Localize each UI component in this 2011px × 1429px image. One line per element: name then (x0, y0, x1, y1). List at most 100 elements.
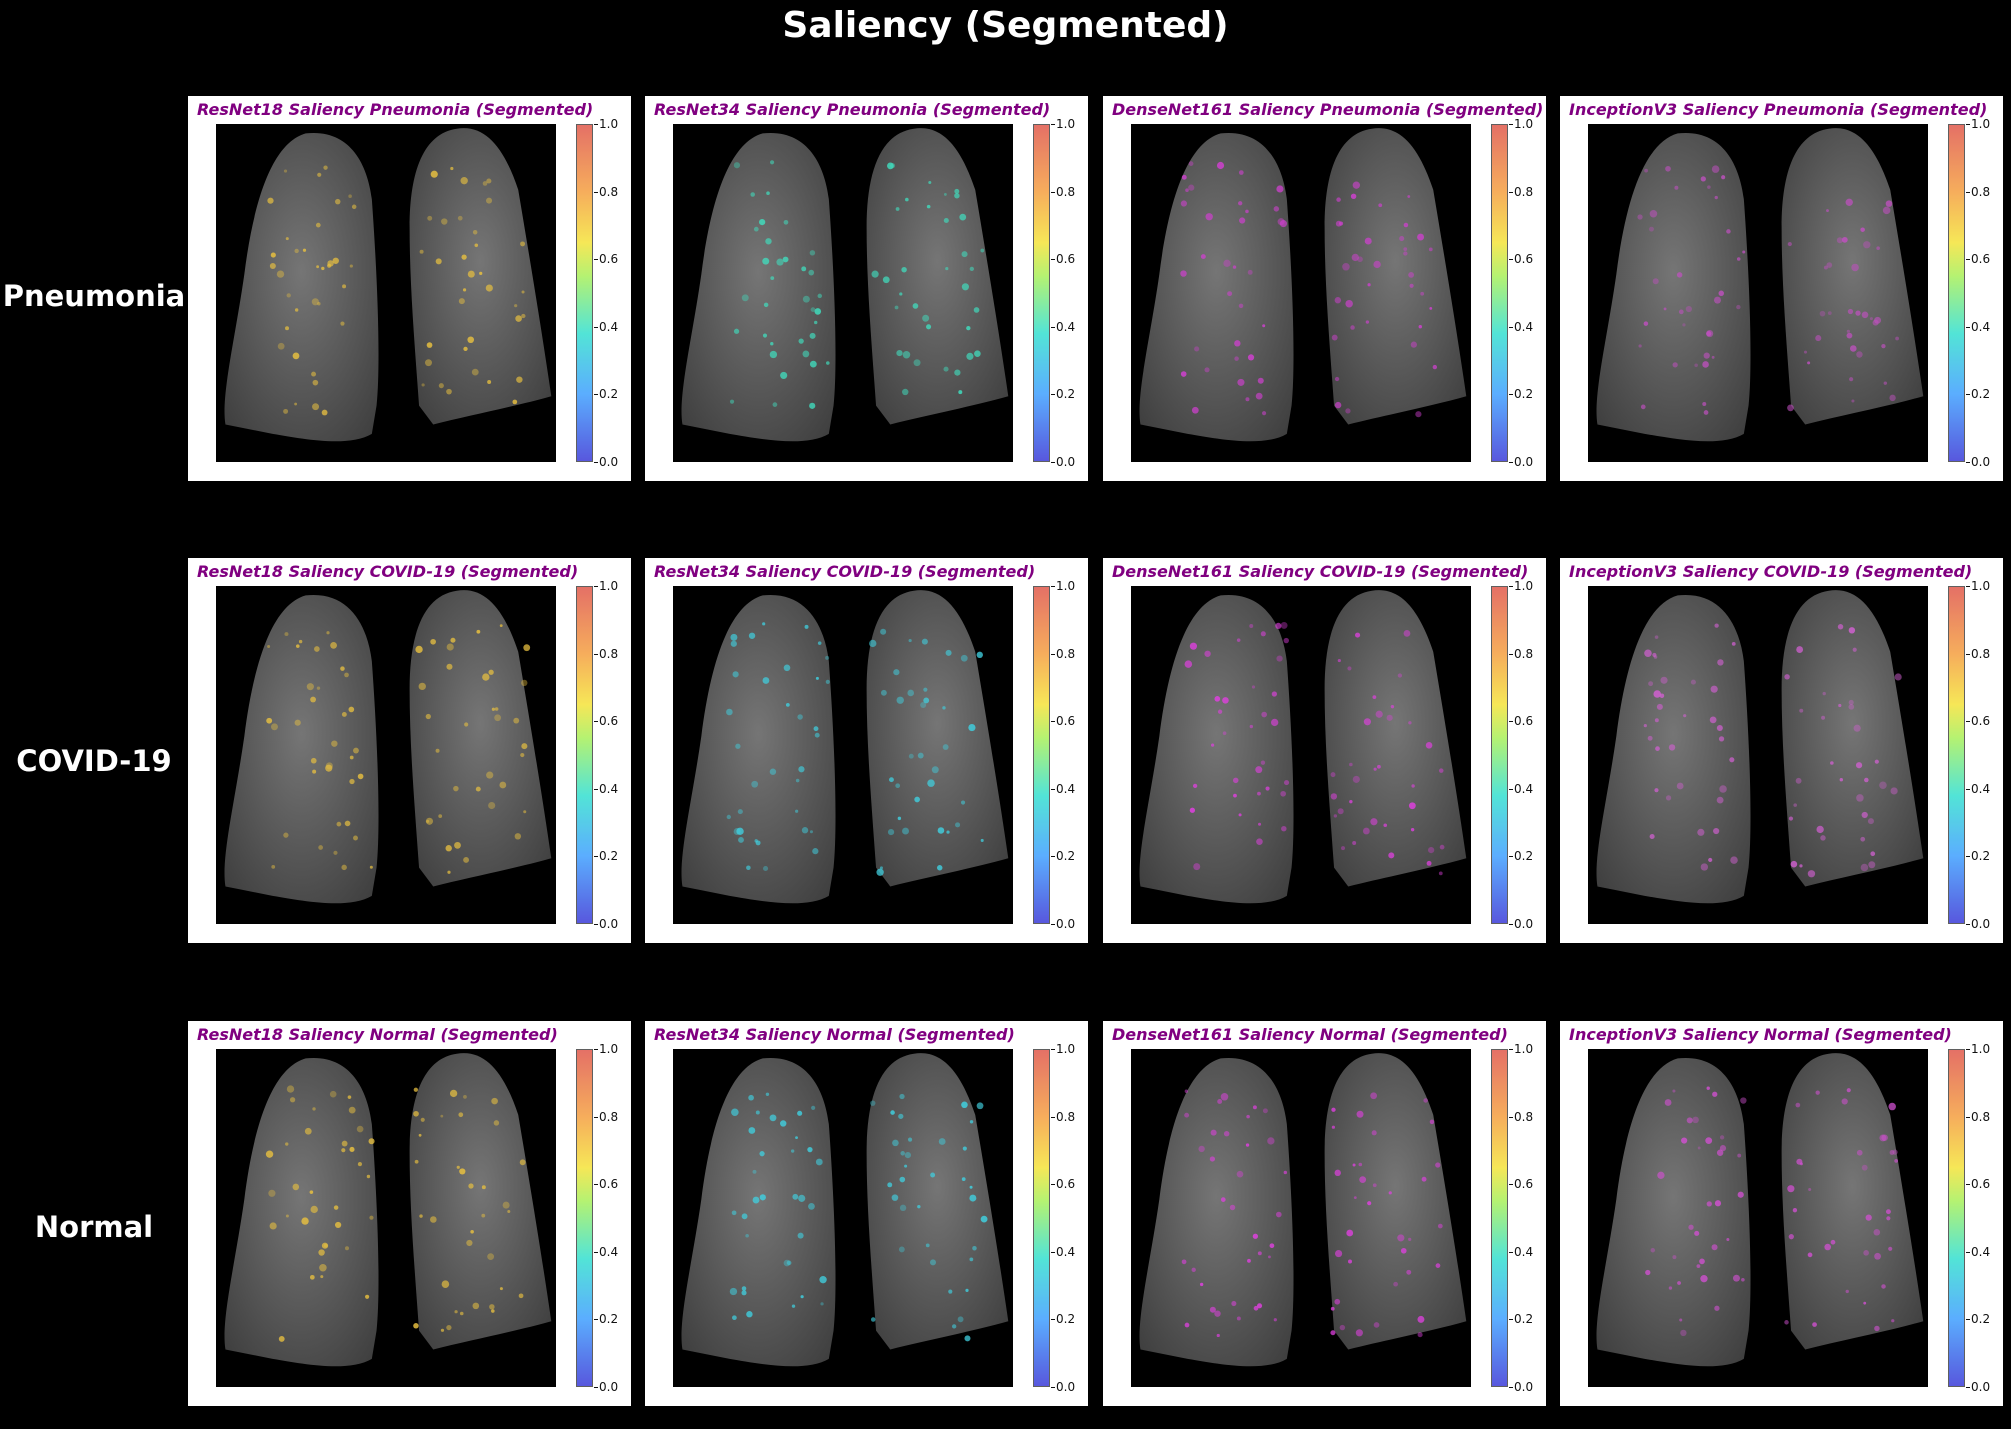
saliency-xray-image (216, 1049, 556, 1387)
colorbar-tick-label: 0.4 (1508, 319, 1534, 334)
colorbar-tick-label: 0.8 (593, 646, 619, 661)
colorbar-tick-label: 0.8 (1508, 184, 1534, 199)
saliency-panel: ResNet34 Saliency Normal (Segmented) 0.0… (645, 1021, 1088, 1406)
panel-title: DenseNet161 Saliency Pneumonia (Segmente… (1112, 100, 1544, 119)
colorbar-tick-label: 0.2 (1508, 387, 1534, 402)
colorbar-tick-label: 1.0 (1508, 1042, 1534, 1056)
colorbar-tick-label: 0.0 (1508, 455, 1534, 469)
colorbar-tick-label: 0.0 (593, 455, 619, 469)
colorbar-tick-label: 0.6 (1508, 252, 1534, 267)
colorbar-tick-label: 0.6 (1050, 714, 1076, 729)
colorbar-tick-label: 0.4 (1050, 1244, 1076, 1259)
colorbar (576, 1049, 593, 1387)
colorbar-tick-label: 0.0 (1508, 917, 1534, 931)
panel-title: ResNet18 Saliency Pneumonia (Segmented) (197, 100, 594, 119)
colorbar-tick-label: 0.2 (1508, 849, 1534, 864)
saliency-panel: InceptionV3 Saliency COVID-19 (Segmented… (1560, 558, 2003, 943)
colorbar (576, 124, 593, 462)
colorbar-tick-label: 0.4 (1965, 781, 1991, 796)
colorbar-tick-label: 0.4 (593, 1244, 619, 1259)
colorbar-tick-label: 0.0 (593, 1380, 619, 1394)
colorbar-tick-label: 0.8 (1965, 184, 1991, 199)
panel-title: ResNet34 Saliency Pneumonia (Segmented) (654, 100, 1051, 119)
colorbar-tick-label: 0.2 (1965, 1312, 1991, 1327)
panel-title: ResNet34 Saliency COVID-19 (Segmented) (654, 562, 1036, 581)
saliency-panel: InceptionV3 Saliency Normal (Segmented) … (1560, 1021, 2003, 1406)
saliency-panel: ResNet18 Saliency COVID-19 (Segmented) 0… (188, 558, 631, 943)
saliency-panel: DenseNet161 Saliency Pneumonia (Segmente… (1103, 96, 1546, 481)
colorbar-tick-label: 0.2 (1050, 387, 1076, 402)
panel-title: ResNet18 Saliency COVID-19 (Segmented) (197, 562, 579, 581)
colorbar-tick-label: 0.6 (1965, 252, 1991, 267)
colorbar-tick-label: 1.0 (1965, 1042, 1991, 1056)
colorbar-tick-label: 0.2 (1965, 387, 1991, 402)
colorbar-tick-label: 0.6 (1965, 1177, 1991, 1192)
colorbar (576, 586, 593, 924)
colorbar-tick-label: 1.0 (1050, 117, 1076, 131)
panel-title: InceptionV3 Saliency Pneumonia (Segmente… (1569, 100, 1988, 119)
saliency-xray-image (1131, 586, 1471, 924)
saliency-xray-image (673, 124, 1013, 462)
panel-title: ResNet34 Saliency Normal (Segmented) (654, 1025, 1015, 1044)
colorbar-tick-label: 0.0 (1965, 455, 1991, 469)
saliency-panel: ResNet18 Saliency Pneumonia (Segmented) … (188, 96, 631, 481)
colorbar-tick-label: 1.0 (1508, 579, 1534, 593)
panel-title: DenseNet161 Saliency Normal (Segmented) (1112, 1025, 1508, 1044)
colorbar-tick-label: 0.2 (1050, 849, 1076, 864)
colorbar (1948, 124, 1965, 462)
saliency-xray-image (1588, 1049, 1928, 1387)
saliency-panel: DenseNet161 Saliency COVID-19 (Segmented… (1103, 558, 1546, 943)
colorbar-tick-label: 0.6 (593, 252, 619, 267)
panel-title: InceptionV3 Saliency COVID-19 (Segmented… (1569, 562, 1973, 581)
colorbar-tick-label: 0.8 (1050, 184, 1076, 199)
colorbar-tick-label: 1.0 (593, 579, 619, 593)
colorbar-tick-label: 0.6 (1508, 714, 1534, 729)
saliency-panel: ResNet18 Saliency Normal (Segmented) 0.0… (188, 1021, 631, 1406)
colorbar-tick-label: 0.6 (593, 1177, 619, 1192)
colorbar-tick-label: 0.0 (1050, 455, 1076, 469)
colorbar-tick-label: 1.0 (1050, 579, 1076, 593)
colorbar-tick-label: 1.0 (593, 1042, 619, 1056)
colorbar-tick-label: 0.0 (1050, 1380, 1076, 1394)
colorbar-tick-label: 0.0 (1965, 1380, 1991, 1394)
colorbar-tick-label: 0.6 (593, 714, 619, 729)
colorbar-tick-label: 0.4 (1050, 319, 1076, 334)
saliency-xray-image (1131, 124, 1471, 462)
colorbar-tick-label: 0.4 (1965, 319, 1991, 334)
colorbar-tick-label: 0.4 (593, 781, 619, 796)
colorbar (1491, 1049, 1508, 1387)
saliency-xray-image (1588, 124, 1928, 462)
row-label-pneumonia: Pneumonia (2, 279, 186, 313)
panel-title: DenseNet161 Saliency COVID-19 (Segmented… (1112, 562, 1529, 581)
colorbar-tick-label: 0.8 (1508, 1109, 1534, 1124)
colorbar-tick-label: 1.0 (1965, 117, 1991, 131)
panel-title: InceptionV3 Saliency Normal (Segmented) (1569, 1025, 1952, 1044)
colorbar-tick-label: 0.2 (593, 1312, 619, 1327)
saliency-xray-image (673, 1049, 1013, 1387)
saliency-xray-image (1131, 1049, 1471, 1387)
colorbar-tick-label: 0.0 (1508, 1380, 1534, 1394)
colorbar-tick-label: 0.2 (1965, 849, 1991, 864)
colorbar-tick-label: 0.8 (1965, 1109, 1991, 1124)
colorbar-tick-label: 0.2 (1508, 1312, 1534, 1327)
row-label-normal: Normal (34, 1210, 154, 1244)
colorbar-tick-label: 0.4 (1508, 1244, 1534, 1259)
colorbar (1948, 1049, 1965, 1387)
saliency-xray-image (673, 586, 1013, 924)
colorbar-tick-label: 0.8 (593, 1109, 619, 1124)
saliency-panel: InceptionV3 Saliency Pneumonia (Segmente… (1560, 96, 2003, 481)
colorbar-tick-label: 0.2 (593, 849, 619, 864)
saliency-panel: ResNet34 Saliency COVID-19 (Segmented) 0… (645, 558, 1088, 943)
colorbar-tick-label: 1.0 (1965, 579, 1991, 593)
saliency-panel: ResNet34 Saliency Pneumonia (Segmented) … (645, 96, 1088, 481)
colorbar-tick-label: 0.6 (1050, 252, 1076, 267)
colorbar-tick-label: 0.8 (593, 184, 619, 199)
colorbar-tick-label: 0.4 (1050, 781, 1076, 796)
figure-title: Saliency (Segmented) (782, 5, 1229, 46)
colorbar-tick-label: 0.6 (1050, 1177, 1076, 1192)
colorbar-tick-label: 0.0 (593, 917, 619, 931)
colorbar-tick-label: 0.6 (1508, 1177, 1534, 1192)
colorbar-tick-label: 0.0 (1050, 917, 1076, 931)
colorbar-tick-label: 1.0 (1508, 117, 1534, 131)
colorbar (1491, 586, 1508, 924)
